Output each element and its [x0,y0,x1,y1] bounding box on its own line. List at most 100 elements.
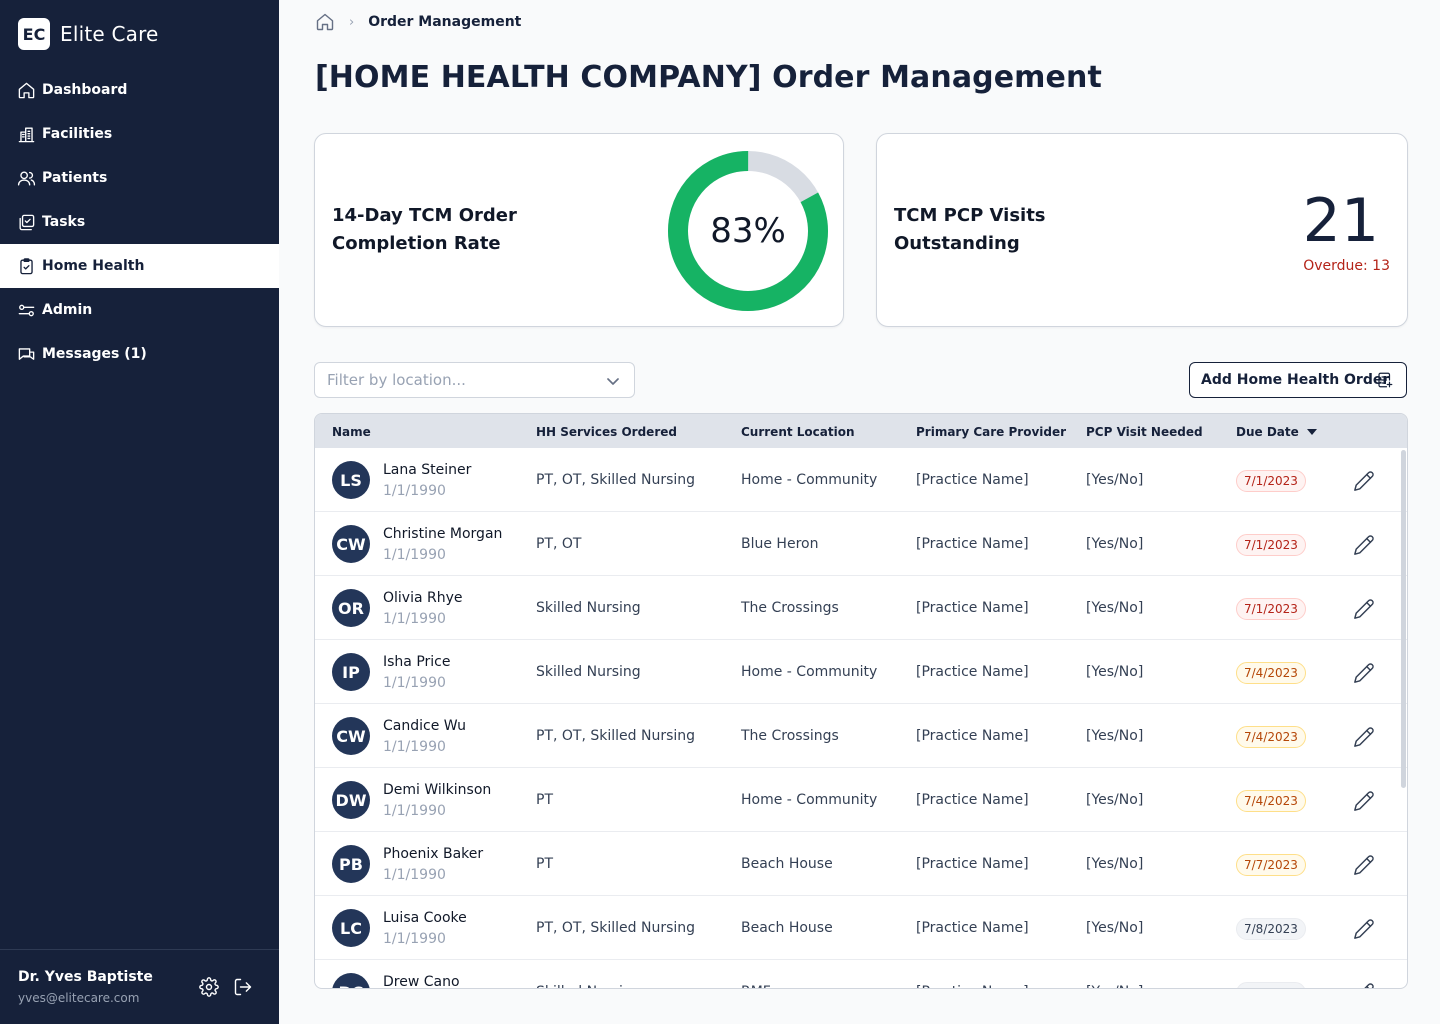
location-cell: RMF [741,984,771,988]
sidebar-item-tasks[interactable]: Tasks [0,200,279,244]
sliders-icon [18,304,35,316]
pencil-icon [1354,791,1374,811]
edit-button[interactable] [1353,918,1375,940]
avatar: IP [332,653,370,691]
pcp-cell: [Practice Name] [916,792,1029,808]
visit-cell: [Yes/No] [1086,472,1144,488]
location-cell: Beach House [741,856,833,872]
sidebar: EC Elite Care Dashboard Facilities Patie… [0,0,279,1024]
sidebar-item-patients[interactable]: Patients [0,156,279,200]
visit-cell: [Yes/No] [1086,984,1143,988]
orders-table: Name HH Services Ordered Current Locatio… [314,413,1408,989]
sidebar-item-facilities[interactable]: Facilities [0,112,279,156]
home-icon [18,82,35,98]
patient-name[interactable]: Candice Wu [383,718,466,734]
completion-donut [668,151,828,311]
table-row[interactable]: OR Olivia Rhye 1/1/1990 Skilled Nursing … [315,576,1407,640]
sidebar-item-label: Messages (1) [42,346,147,362]
edit-button[interactable] [1353,662,1375,684]
avatar: CW [332,717,370,755]
patient-dob: 1/1/1990 [383,675,446,691]
completion-rate-value: 83% [710,211,786,251]
pencil-icon [1354,855,1374,875]
edit-button[interactable] [1353,854,1375,876]
table-row[interactable]: DC Drew Cano 1/1/1990 Skilled Nursing RM… [315,960,1407,989]
location-cell: The Crossings [741,600,839,616]
pencil-icon [1354,535,1374,555]
table-row[interactable]: PB Phoenix Baker 1/1/1990 PT Beach House… [315,832,1407,896]
table-row[interactable]: CW Candice Wu 1/1/1990 PT, OT, Skilled N… [315,704,1407,768]
add-button-label: Add Home Health Order [1201,372,1390,388]
sidebar-item-label: Dashboard [42,82,128,98]
col-services[interactable]: HH Services Ordered [536,425,677,439]
visit-cell: [Yes/No] [1086,728,1144,744]
table-row[interactable]: CW Christine Morgan 1/1/1990 PT, OT Blue… [315,512,1407,576]
due-date-badge: 7/4/2023 [1236,726,1306,748]
user-email: yves@elitecare.com [18,991,140,1005]
patient-dob: 1/1/1990 [383,611,446,627]
location-filter-placeholder: Filter by location... [327,371,466,389]
table-row[interactable]: LS Lana Steiner 1/1/1990 PT, OT, Skilled… [315,448,1407,512]
patient-name[interactable]: Christine Morgan [383,526,503,542]
clipboard-icon [20,257,33,274]
sidebar-item-dashboard[interactable]: Dashboard [0,68,279,112]
avatar: PB [332,845,370,883]
avatar: CW [332,525,370,563]
table-row[interactable]: IP Isha Price 1/1/1990 Skilled Nursing H… [315,640,1407,704]
col-visit[interactable]: PCP Visit Needed [1086,425,1203,439]
chevron-down-icon [607,378,619,385]
sidebar-item-home-health[interactable]: Home Health [0,244,279,288]
col-location[interactable]: Current Location [741,425,855,439]
location-cell: Home - Community [741,664,878,680]
table-scrollbar[interactable] [1401,450,1406,788]
sidebar-item-admin[interactable]: Admin [0,288,279,332]
services-cell: PT, OT, Skilled Nursing [536,920,696,936]
location-filter-select[interactable]: Filter by location... [314,362,635,398]
pencil-icon [1354,919,1374,939]
edit-button[interactable] [1353,726,1375,748]
logout-icon[interactable] [233,977,253,997]
add-document-icon [1378,372,1393,388]
breadcrumb: › Order Management [315,12,521,32]
edit-button[interactable] [1353,534,1375,556]
sidebar-item-label: Admin [42,302,93,318]
services-cell: PT [536,792,553,808]
sidebar-item-messages[interactable]: Messages (1) [0,332,279,376]
add-home-health-order-button[interactable]: Add Home Health Order [1189,362,1407,398]
edit-button[interactable] [1353,598,1375,620]
patient-dob: 1/1/1990 [383,867,446,883]
col-pcp[interactable]: Primary Care Provider [916,425,1067,439]
due-date-badge: 7/4/2023 [1236,790,1306,812]
tasks-icon [19,214,35,230]
patient-name[interactable]: Lana Steiner [383,462,472,478]
patient-dob: 1/1/1990 [383,739,446,755]
edit-button[interactable] [1353,790,1375,812]
completion-rate-card: 14-Day TCM Order Completion Rate 83% [314,133,844,327]
edit-button[interactable] [1353,470,1375,492]
services-cell: Skilled Nursing [536,600,641,616]
page-title: [HOME HEALTH COMPANY] Order Management [315,60,1102,95]
edit-button[interactable] [1353,982,1375,988]
gear-icon[interactable] [199,977,219,997]
brand-logo: EC [18,18,50,50]
table-row[interactable]: DW Demi Wilkinson 1/1/1990 PT Home - Com… [315,768,1407,832]
brand[interactable]: EC Elite Care [18,18,159,50]
table-row[interactable]: LC Luisa Cooke 1/1/1990 PT, OT, Skilled … [315,896,1407,960]
patient-name[interactable]: Drew Cano [383,974,460,989]
patient-name[interactable]: Olivia Rhye [383,590,463,606]
due-date-badge: 7/1/2023 [1236,598,1306,620]
avatar: DC [332,973,370,988]
home-icon[interactable] [315,12,335,32]
pencil-icon [1364,983,1374,988]
sidebar-item-label: Patients [42,170,108,186]
services-cell: Skilled Nursing [536,984,641,988]
visit-cell: [Yes/No] [1086,920,1144,936]
services-cell: Skilled Nursing [536,664,641,680]
col-due-date[interactable]: Due Date [1236,425,1317,439]
col-name[interactable]: Name [332,425,371,439]
patient-name[interactable]: Isha Price [383,654,451,670]
patient-name[interactable]: Luisa Cooke [383,910,467,926]
breadcrumb-current[interactable]: Order Management [368,14,522,30]
patient-name[interactable]: Phoenix Baker [383,846,484,862]
patient-name[interactable]: Demi Wilkinson [383,782,492,798]
